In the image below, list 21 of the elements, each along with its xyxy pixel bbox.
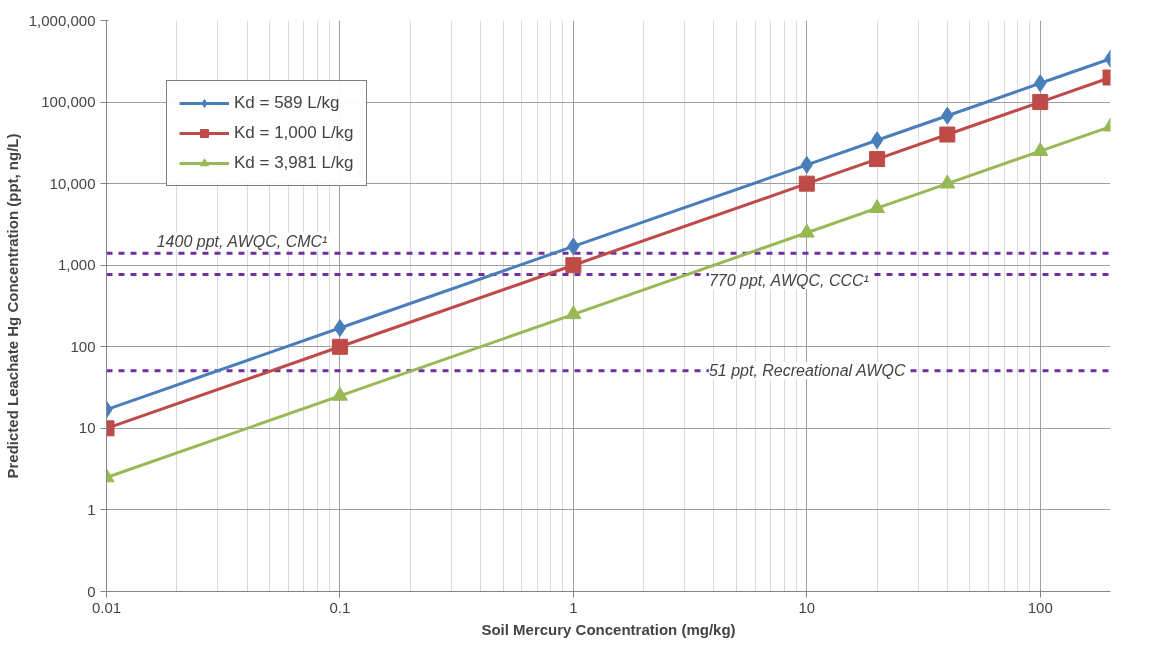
x-tick-label: 10	[798, 598, 816, 616]
x-tick-label: 1	[569, 598, 578, 616]
y-tick-label: 1	[87, 500, 96, 518]
y-tick-label: 0	[87, 582, 96, 600]
y-tick-label: 100	[70, 337, 96, 355]
x-axis-title: Soil Mercury Concentration (mg/kg)	[481, 620, 736, 638]
x-tick-label: 100	[1027, 598, 1053, 616]
ref-line-label: 1400 ppt, AWQC, CMC¹	[156, 232, 328, 250]
y-tick-label: 1,000,000	[28, 11, 96, 29]
y-axis-title: Predicted Leachate Hg Concentration (ppt, ng/L)	[3, 133, 21, 479]
legend-label: Kd = 1,000 L/kg	[234, 123, 354, 143]
x-tick-label: 0.01	[91, 598, 122, 616]
y-tick-label: 10	[78, 419, 96, 437]
y-tick-label: 100,000	[41, 93, 96, 111]
y-tick-label: 10,000	[49, 174, 96, 192]
ref-line-label: 51 ppt, Recreational AWQC	[708, 362, 906, 380]
x-tick-label: 0.1	[329, 598, 351, 616]
legend-label: Kd = 589 L/kg	[234, 93, 340, 113]
y-tick-label: 1,000	[57, 256, 96, 274]
legend-label: Kd = 3,981 L/kg	[234, 153, 354, 173]
ref-line-label: 770 ppt, AWQC, CCC¹	[708, 271, 869, 289]
